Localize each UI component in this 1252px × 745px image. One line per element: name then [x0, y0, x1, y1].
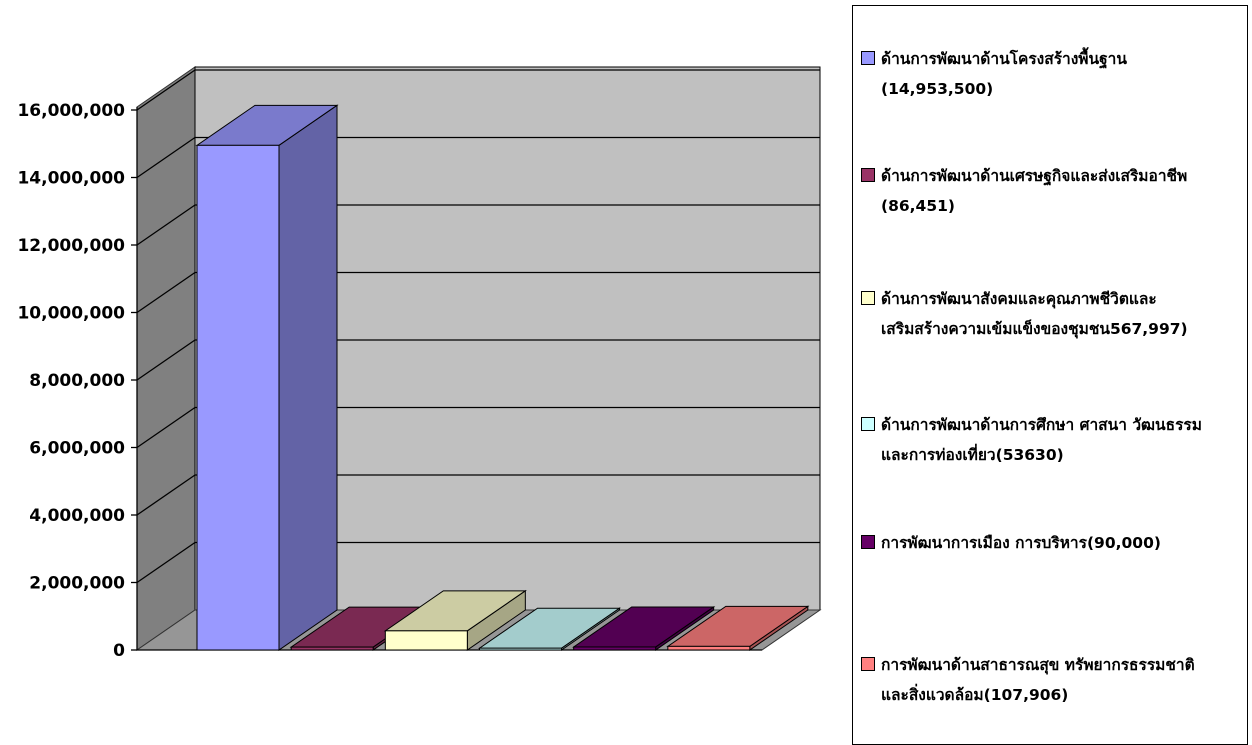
legend-swatch [861, 534, 875, 549]
gridline-diagonal [136, 541, 196, 584]
bar-front [667, 645, 751, 651]
gridline-diagonal [136, 339, 196, 381]
bars [195, 104, 810, 651]
y-tick-label: 0 [113, 641, 125, 661]
y-tick-label: 8,000,000 [29, 371, 125, 391]
legend-value: (86,451) [881, 197, 955, 215]
legend-value: และสิ่งแวดล้อม(107,906) [881, 686, 1069, 704]
gridline-diagonal [136, 69, 196, 111]
gridline-diagonal [136, 271, 196, 314]
legend-item-economy: ด้านการพัฒนาด้านเศรษฐกิจและส่งเสริมอาชีพ… [861, 161, 1245, 221]
bar [383, 589, 527, 651]
legend-swatch [861, 656, 875, 671]
bar [195, 104, 339, 651]
bar-chart: 0 2,000,000 4,000,000 6,000,000 8,000,000 10,… [17, 66, 822, 661]
legend: ด้านการพัฒนาด้านโครงสร้างพื้นฐาน (14,953… [852, 5, 1248, 745]
y-tick-label: 2,000,000 [29, 574, 125, 594]
legend-item-infrastructure: ด้านการพัฒนาด้านโครงสร้างพื้นฐาน (14,953… [861, 44, 1245, 104]
legend-label: ด้านการพัฒนาด้านเศรษฐกิจและส่งเสริมอาชีพ [881, 167, 1188, 185]
legend-label: การพัฒนาการเมือง การบริหาร(90,000) [881, 534, 1161, 552]
legend-label: การพัฒนาด้านสาธารณสุข ทรัพยากรธรรมชาติ [881, 656, 1195, 674]
bar [666, 605, 810, 651]
y-tick-label: 12,000,000 [17, 236, 125, 256]
legend-item-society: ด้านการพัฒนาสังคมและคุณภาพชีวิตและ เสริม… [861, 284, 1245, 344]
legend-item-education: ด้านการพัฒนาด้านการศึกษา ศาสนา วัฒนธรรม … [861, 410, 1245, 470]
bar-front [479, 647, 562, 651]
legend-swatch [861, 50, 875, 65]
legend-item-politics: การพัฒนาการเมือง การบริหาร(90,000) [861, 528, 1245, 558]
legend-value: (14,953,500) [881, 80, 994, 98]
gridline-diagonal [136, 474, 196, 516]
y-tick-label: 16,000,000 [17, 101, 125, 121]
bar [572, 606, 716, 651]
bar-front [290, 646, 374, 651]
legend-label: ด้านการพัฒนาด้านโครงสร้างพื้นฐาน [881, 50, 1127, 68]
y-tick-label: 6,000,000 [29, 439, 125, 459]
legend-swatch [861, 416, 875, 431]
bar-side [278, 104, 338, 651]
legend-item-health-environment: การพัฒนาด้านสาธารณสุข ทรัพยากรธรรมชาติ แ… [861, 650, 1245, 710]
y-axis: 0 2,000,000 4,000,000 6,000,000 8,000,000 10,… [17, 101, 762, 661]
y-tick-label: 10,000,000 [17, 304, 125, 324]
y-tick-label: 14,000,000 [17, 169, 125, 189]
legend-swatch [861, 167, 875, 182]
legend-label: ด้านการพัฒนาสังคมและคุณภาพชีวิตและ [881, 290, 1157, 308]
legend-value: เสริมสร้างความเข้มแข็งของชุมชน567,997) [881, 320, 1188, 338]
bar-front [384, 630, 468, 651]
gridline-diagonal [136, 406, 196, 449]
gridline-diagonal [136, 136, 196, 179]
y-tick-label: 4,000,000 [29, 506, 125, 526]
bar-front [573, 646, 657, 651]
bar-front [196, 144, 280, 651]
legend-value: และการท่องเที่ยว(53630) [881, 446, 1064, 464]
bar [477, 607, 622, 651]
legend-label: ด้านการพัฒนาด้านการศึกษา ศาสนา วัฒนธรรม [881, 416, 1202, 434]
legend-swatch [861, 290, 875, 305]
gridline-diagonal [136, 204, 196, 246]
